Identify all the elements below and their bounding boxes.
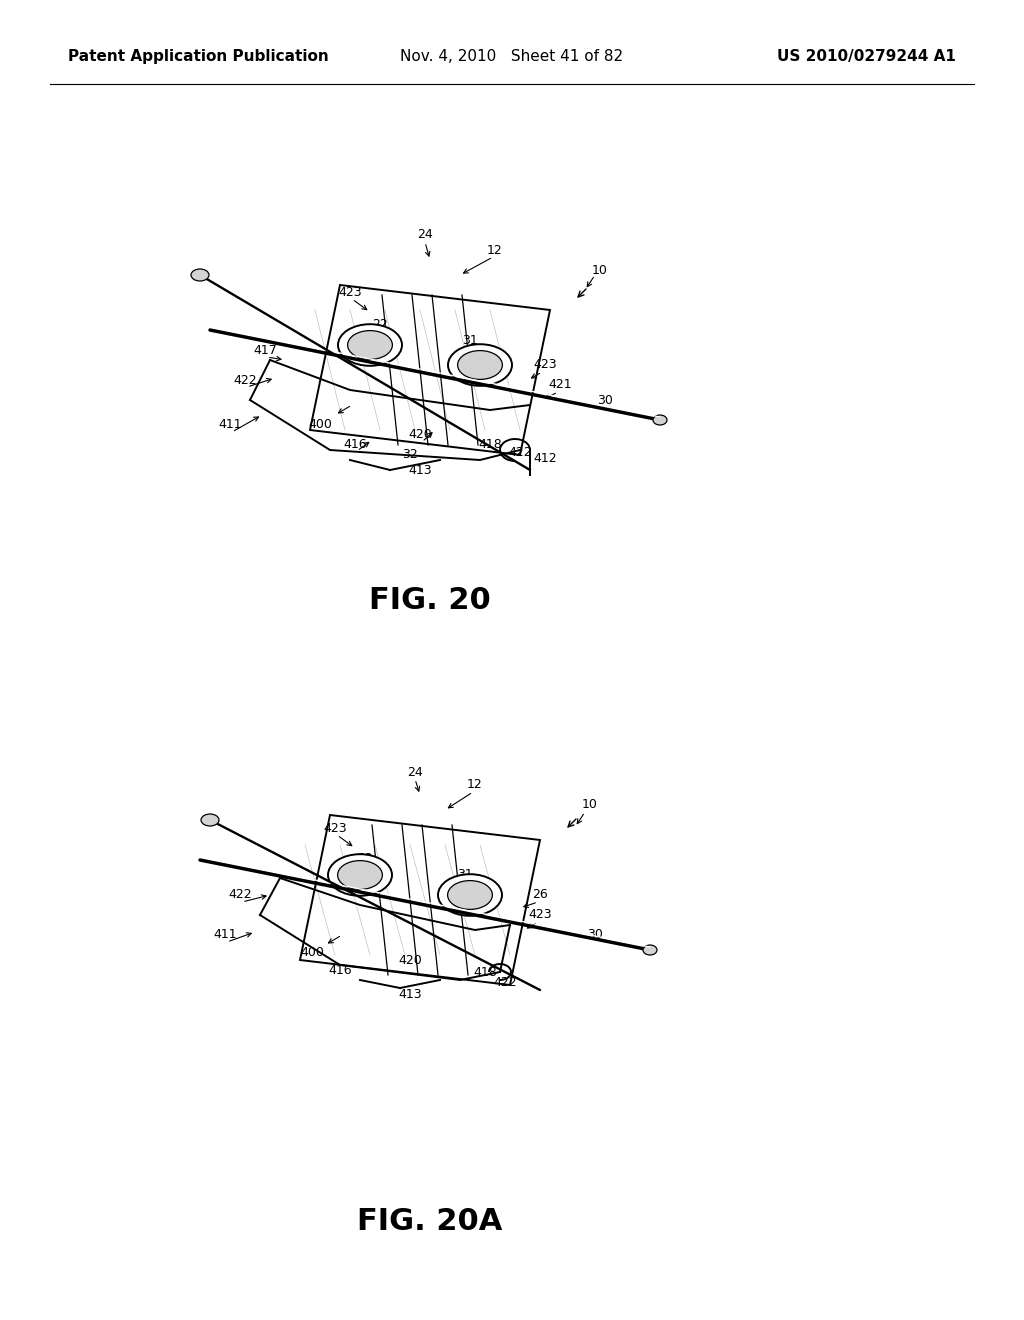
- Text: 411: 411: [218, 418, 242, 432]
- Ellipse shape: [458, 351, 503, 379]
- Text: Patent Application Publication: Patent Application Publication: [68, 49, 329, 65]
- Text: 400: 400: [300, 945, 324, 958]
- Text: 411: 411: [213, 928, 237, 941]
- Text: 423: 423: [528, 908, 552, 921]
- Text: 10: 10: [592, 264, 608, 276]
- Text: 22: 22: [372, 318, 388, 331]
- Text: 413: 413: [409, 463, 432, 477]
- Ellipse shape: [438, 874, 502, 916]
- Text: 400: 400: [308, 418, 332, 432]
- Text: FIG. 20: FIG. 20: [369, 586, 490, 615]
- Text: 31: 31: [362, 346, 378, 359]
- Ellipse shape: [328, 854, 392, 896]
- Text: 31: 31: [347, 879, 362, 891]
- Text: 416: 416: [343, 438, 367, 451]
- Text: 421: 421: [548, 379, 571, 392]
- Text: 24: 24: [417, 228, 433, 242]
- Text: 423: 423: [534, 359, 557, 371]
- Text: 31: 31: [462, 334, 478, 346]
- Ellipse shape: [338, 861, 382, 890]
- Text: 412: 412: [534, 451, 557, 465]
- Ellipse shape: [447, 880, 493, 909]
- Ellipse shape: [449, 345, 512, 385]
- Text: 22: 22: [357, 851, 373, 865]
- Text: 418: 418: [473, 965, 497, 978]
- Polygon shape: [310, 285, 550, 455]
- Text: 420: 420: [409, 429, 432, 441]
- Text: 422: 422: [494, 977, 517, 990]
- Text: 31: 31: [457, 869, 473, 882]
- Text: 423: 423: [324, 821, 347, 834]
- Text: 418: 418: [478, 438, 502, 451]
- Ellipse shape: [338, 325, 402, 366]
- Text: 30: 30: [597, 393, 613, 407]
- Text: 417: 417: [253, 343, 276, 356]
- Text: 422: 422: [233, 374, 257, 387]
- Text: 12: 12: [487, 243, 503, 256]
- Polygon shape: [300, 814, 540, 985]
- Text: 416: 416: [328, 964, 352, 977]
- Ellipse shape: [653, 414, 667, 425]
- Text: 10: 10: [582, 799, 598, 812]
- Text: 420: 420: [398, 953, 422, 966]
- Text: 413: 413: [398, 989, 422, 1002]
- Text: 423: 423: [338, 285, 361, 298]
- Text: 422: 422: [228, 888, 252, 902]
- Text: 422: 422: [508, 446, 531, 458]
- Ellipse shape: [191, 269, 209, 281]
- Text: 12: 12: [467, 779, 483, 792]
- Text: 24: 24: [408, 766, 423, 779]
- Text: 32: 32: [402, 449, 418, 462]
- Text: Nov. 4, 2010   Sheet 41 of 82: Nov. 4, 2010 Sheet 41 of 82: [400, 49, 624, 65]
- Ellipse shape: [643, 945, 657, 954]
- Text: 26: 26: [532, 888, 548, 902]
- Text: US 2010/0279244 A1: US 2010/0279244 A1: [777, 49, 956, 65]
- Text: 30: 30: [587, 928, 603, 941]
- Ellipse shape: [347, 330, 392, 359]
- Ellipse shape: [201, 814, 219, 826]
- Text: FIG. 20A: FIG. 20A: [357, 1206, 503, 1236]
